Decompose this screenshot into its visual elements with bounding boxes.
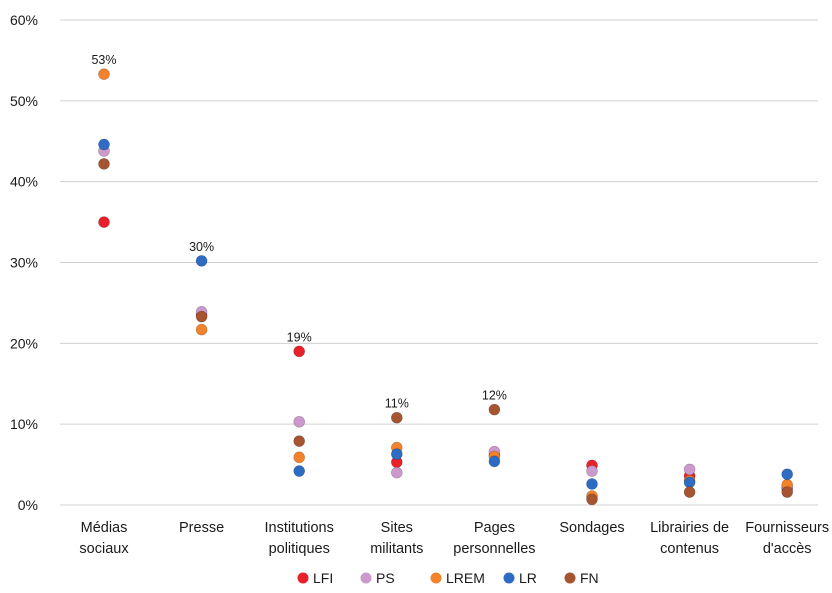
legend-label: LR — [519, 570, 537, 586]
legend-label: PS — [376, 570, 395, 586]
category-label: Fournisseurs — [745, 520, 829, 536]
point-ps — [683, 463, 696, 476]
point-lfi — [98, 216, 110, 228]
point-lr — [195, 255, 208, 267]
y-tick-label: 0% — [18, 497, 38, 513]
gridlines — [60, 19, 818, 506]
legend-marker — [503, 572, 515, 584]
category-label: sociaux — [79, 541, 129, 557]
category-label: Médias — [81, 520, 128, 536]
point-fn — [683, 486, 696, 498]
legend-marker — [564, 572, 576, 584]
legend-marker — [360, 572, 372, 584]
data-label: 11% — [385, 397, 409, 411]
category-label: Sondages — [559, 520, 624, 536]
legend: LFI PS LREM LR FN — [297, 570, 599, 586]
point-fn — [390, 411, 403, 424]
point-fn — [781, 486, 794, 498]
point-lr — [586, 478, 598, 490]
legend-label: LREM — [446, 570, 485, 586]
point-fn — [586, 493, 598, 506]
data-label: 53% — [91, 53, 116, 67]
category-label: Sites — [381, 520, 413, 536]
y-tick-label: 30% — [10, 255, 38, 271]
point-ps — [390, 466, 403, 479]
legend-label: LFI — [313, 570, 333, 586]
y-tick-label: 10% — [10, 416, 38, 432]
category-label: contenus — [660, 541, 719, 557]
x-axis-category-labels: Médias sociaux Presse Institutions politique… — [79, 520, 829, 557]
category-label: Institutions — [265, 520, 334, 536]
point-lr — [683, 476, 696, 489]
y-tick-label: 40% — [10, 174, 38, 190]
category-label: Pages — [474, 520, 515, 536]
category-label: d'accès — [763, 541, 812, 557]
point-lrem — [98, 68, 110, 80]
point-lrem — [293, 451, 306, 464]
point-lr — [98, 138, 110, 151]
category-label: Presse — [179, 520, 224, 536]
data-label: 30% — [189, 240, 214, 254]
legend-label: FN — [580, 570, 599, 586]
category-label: militants — [370, 541, 423, 557]
y-axis-ticks: 0% 10% 20% 30% 40% 50% 60% — [10, 12, 38, 513]
point-lrem — [195, 323, 208, 336]
point-lr — [488, 455, 501, 468]
y-tick-label: 60% — [10, 12, 38, 28]
legend-marker — [430, 572, 442, 584]
data-label: 19% — [287, 330, 312, 344]
legend-marker — [297, 572, 309, 584]
category-label: personnelles — [453, 541, 535, 557]
data-label: 12% — [482, 389, 507, 403]
point-lr — [293, 465, 306, 477]
y-tick-label: 20% — [10, 335, 38, 351]
point-fn — [98, 158, 110, 170]
point-ps — [586, 465, 598, 477]
data-points — [98, 68, 794, 506]
point-fn — [195, 310, 208, 323]
category-label: politiques — [269, 541, 330, 557]
point-lr — [781, 468, 794, 481]
point-ps — [293, 415, 306, 428]
point-lr — [390, 448, 403, 460]
point-fn — [488, 403, 501, 416]
category-label: Librairies de — [650, 520, 729, 536]
point-lfi — [293, 345, 306, 358]
y-tick-label: 50% — [10, 93, 38, 109]
point-fn — [293, 435, 306, 447]
data-annotations: 53% 30% 19% 11% 12% — [91, 53, 506, 411]
